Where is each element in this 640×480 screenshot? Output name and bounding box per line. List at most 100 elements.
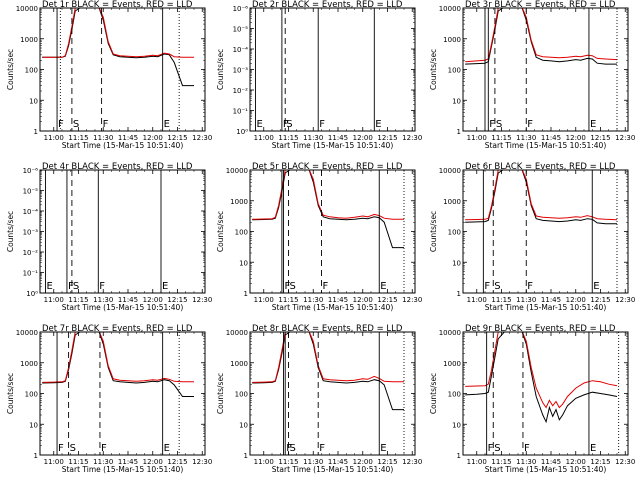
panel-6: Det 6r BLACK = Events, RED = LLD 1 10 100 10…: [429, 162, 635, 312]
event-marker-label: F: [488, 443, 494, 454]
plot-frame: [39, 331, 206, 456]
x-tick-label: 11:00: [467, 134, 487, 142]
x-tick-label: 12:15: [167, 296, 187, 304]
x-tick-label: 11:30: [303, 296, 323, 304]
event-marker-label: S: [73, 119, 79, 130]
event-marker-label: S: [286, 119, 292, 130]
y-tick-label: 1: [244, 452, 248, 460]
y-tick-label: 10⁻⁵: [23, 188, 39, 196]
x-tick-label: 11:30: [303, 458, 323, 466]
plot-area: [252, 332, 404, 411]
x-tick-label: 12:15: [590, 296, 610, 304]
y-tick-label: 10⁻²: [233, 87, 249, 95]
x-tick-label: 11:00: [254, 296, 274, 304]
x-tick-label: 12:15: [167, 458, 187, 466]
y-tick-label: 10000: [439, 167, 461, 175]
panel-title: Det 4r BLACK = Events, RED = LLD: [42, 162, 193, 172]
plot-frame: [39, 7, 206, 132]
y-tick-label: 10⁰: [26, 290, 38, 298]
event-marker-label: F: [58, 119, 64, 130]
event-marker-label: S: [290, 281, 296, 292]
panel-8: Det 8r BLACK = Events, RED = LLD 1 10 100 10…: [216, 324, 422, 474]
y-axis-label: Counts/sec: [429, 373, 438, 414]
x-tick-label: 12:00: [353, 458, 373, 466]
x-tick-label: 11:15: [278, 134, 298, 142]
x-axis-label: Start Time (15-Mar-15 10:51:40): [485, 303, 607, 312]
y-axis-label: Counts/sec: [429, 49, 438, 90]
x-tick-label: 12:30: [192, 296, 212, 304]
x-tick-label: 12:00: [353, 296, 373, 304]
event-marker-label: E: [380, 443, 386, 454]
x-tick-label: 12:30: [192, 458, 212, 466]
panel-title: Det 6r BLACK = Events, RED = LLD: [465, 162, 616, 172]
x-tick-label: 12:30: [615, 134, 635, 142]
y-tick-label: 10⁻⁶: [23, 167, 39, 175]
x-tick-label: 11:30: [516, 134, 536, 142]
event-marker-label: F: [68, 281, 74, 292]
x-tick-label: 12:30: [402, 296, 422, 304]
y-tick-label: 100: [448, 229, 461, 237]
panel-title: Det 2r BLACK = Events, RED = LLD: [252, 0, 403, 10]
x-tick-label: 11:30: [516, 296, 536, 304]
y-tick-label: 1000: [230, 360, 248, 368]
event-marker-label: F: [527, 281, 533, 292]
y-tick-label: 10⁻¹: [233, 108, 249, 116]
plot-frame: [462, 331, 629, 456]
y-axis-label: Counts/sec: [6, 49, 15, 90]
panel-title: Det 7r BLACK = Events, RED = LLD: [42, 324, 193, 334]
x-tick-label: 11:30: [516, 458, 536, 466]
event-marker-label: F: [101, 443, 107, 454]
event-marker-label: F: [99, 281, 105, 292]
panel-title: Det 8r BLACK = Events, RED = LLD: [252, 324, 403, 334]
y-tick-label: 10: [452, 259, 461, 267]
x-tick-label: 12:30: [615, 296, 635, 304]
panel-4: Det 4r BLACK = Events, RED = LLD 10⁰ 10⁻¹ 1…: [6, 162, 212, 312]
y-tick-label: 1: [34, 452, 38, 460]
panel-title: Det 3r BLACK = Events, RED = LLD: [465, 0, 616, 10]
event-marker-label: S: [496, 119, 502, 130]
plot-area: [465, 332, 618, 424]
events-series-line: [465, 170, 617, 225]
event-marker-label: S: [290, 443, 296, 454]
x-tick-label: 12:00: [566, 134, 586, 142]
x-tick-label: 12:00: [566, 296, 586, 304]
event-marker-label: E: [380, 281, 386, 292]
lld-series-line: [465, 170, 618, 221]
event-marker-label: E: [164, 119, 170, 130]
lld-series-line: [465, 332, 618, 409]
y-tick-label: 1: [457, 290, 461, 298]
x-tick-label: 11:30: [303, 134, 323, 142]
events-series-line: [465, 332, 618, 424]
x-tick-label: 12:00: [566, 458, 586, 466]
x-tick-label: 11:15: [68, 134, 88, 142]
x-tick-label: 11:00: [44, 296, 64, 304]
x-tick-label: 11:00: [254, 458, 274, 466]
lld-series-line: [42, 332, 194, 383]
y-tick-label: 100: [25, 391, 38, 399]
x-tick-label: 12:15: [377, 134, 397, 142]
y-tick-label: 10000: [16, 5, 38, 13]
y-tick-label: 10: [452, 421, 461, 429]
x-tick-label: 11:00: [44, 458, 64, 466]
y-tick-label: 10000: [439, 329, 461, 337]
y-tick-label: 10: [239, 259, 248, 267]
x-tick-label: 11:15: [278, 296, 298, 304]
x-tick-label: 11:45: [328, 134, 348, 142]
x-tick-label: 12:00: [353, 134, 373, 142]
events-series-line: [252, 332, 404, 411]
y-tick-label: 10⁻⁴: [23, 208, 39, 216]
y-tick-label: 10⁻²: [23, 249, 39, 257]
x-tick-label: 11:45: [118, 134, 138, 142]
x-tick-label: 12:30: [615, 458, 635, 466]
plot-frame: [249, 169, 416, 294]
plot-frame: [249, 331, 416, 456]
lld-series-line: [42, 8, 194, 58]
y-tick-label: 10000: [439, 5, 461, 13]
event-marker-label: E: [593, 281, 599, 292]
plot-frame: [462, 7, 629, 132]
event-marker-label: F: [323, 281, 329, 292]
y-tick-label: 1000: [20, 36, 38, 44]
y-tick-label: 10: [452, 97, 461, 105]
plot-frame: [39, 169, 206, 294]
